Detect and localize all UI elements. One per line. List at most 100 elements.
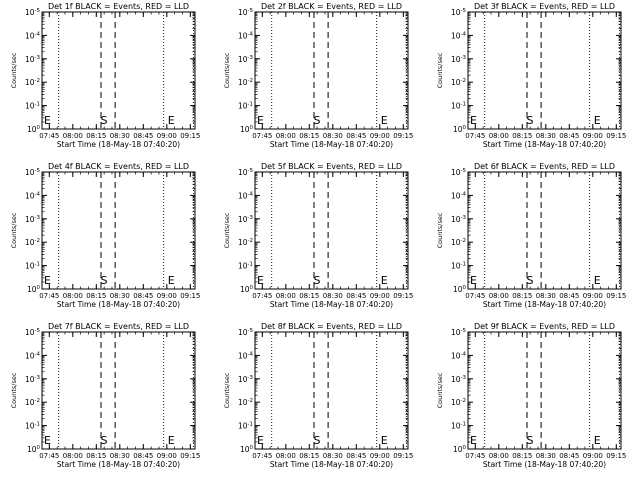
y-axis-label: Counts/sec [223,372,231,408]
x-tick-label: 09:00 [157,132,177,140]
y-tick-label: 10-1 [238,102,253,111]
y-tick-label: 10-1 [451,102,466,111]
x-tick-label: 07:45 [465,132,485,140]
x-tick-label: 08:45 [559,452,579,460]
x-tick-label: 08:15 [512,452,532,460]
panel-title: Det 1f BLACK = Events, RED = LLD [48,2,189,11]
x-tick-label: 08:15 [86,292,106,300]
y-axis-label: Counts/sec [436,212,444,248]
y-tick-label: 10-4 [238,191,254,200]
y-tick-label: 100 [27,445,41,454]
y-tick-label: 10-4 [25,351,41,360]
x-tick-label: 09:00 [157,452,177,460]
y-tick-label: 10-3 [25,215,41,224]
x-tick-label: 08:15 [299,132,319,140]
x-tick-label: 09:15 [606,292,626,300]
x-tick-label: 08:15 [512,132,532,140]
event-marker: E [470,274,477,287]
event-marker: S [313,274,320,287]
event-marker: S [313,434,320,447]
x-tick-label: 08:45 [346,452,366,460]
x-tick-label: 08:00 [276,452,296,460]
event-marker: E [257,274,264,287]
panel-title: Det 8f BLACK = Events, RED = LLD [261,322,402,331]
x-tick-label: 08:00 [489,452,509,460]
detector-panel-3: Det 3f BLACK = Events, RED = LLD 100 10-1 1… [436,2,626,149]
y-tick-label: 10-2 [451,78,466,87]
detector-panel-9: Det 9f BLACK = Events, RED = LLD 100 10-1 1… [436,322,626,469]
x-tick-label: 08:30 [110,132,130,140]
x-tick-label: 08:00 [276,292,296,300]
y-tick-label: 10-4 [451,31,467,40]
x-tick-label: 08:30 [536,292,556,300]
event-marker: E [168,434,175,447]
x-tick-label: 08:45 [346,132,366,140]
detector-panel-4: Det 4f BLACK = Events, RED = LLD 100 10-1 1… [10,162,200,309]
x-tick-label: 08:45 [559,132,579,140]
x-tick-label: 08:30 [323,452,343,460]
event-marker: E [470,114,477,127]
y-tick-label: 10-2 [25,78,40,87]
plot-frame [41,171,196,290]
x-tick-label: 07:45 [252,132,272,140]
y-tick-label: 100 [27,285,41,294]
event-marker: S [100,274,107,287]
event-marker: E [470,434,477,447]
y-tick-label: 10-2 [451,238,466,247]
event-marker: E [257,114,264,127]
y-tick-label: 10-5 [238,328,254,337]
event-marker: E [44,274,51,287]
x-tick-label: 08:15 [86,132,106,140]
event-marker: E [381,114,388,127]
y-tick-label: 10-1 [25,262,40,271]
y-tick-label: 10-2 [25,238,40,247]
y-tick-label: 10-1 [25,422,40,431]
y-tick-label: 10-1 [451,262,466,271]
y-tick-label: 10-5 [451,328,467,337]
event-marker: E [381,274,388,287]
x-tick-label: 08:15 [512,292,532,300]
y-tick-label: 10-5 [451,8,467,17]
x-tick-label: 08:30 [323,292,343,300]
detector-panel-8: Det 8f BLACK = Events, RED = LLD 100 10-1 1… [223,322,413,469]
panel-title: Det 6f BLACK = Events, RED = LLD [474,162,615,171]
event-marker: E [594,434,601,447]
y-tick-label: 10-1 [25,102,40,111]
y-tick-label: 100 [453,285,467,294]
x-tick-label: 09:15 [606,132,626,140]
x-tick-label: 08:30 [536,452,556,460]
y-tick-label: 10-5 [25,168,41,177]
y-axis-label: Counts/sec [223,52,231,88]
detector-panel-2: Det 2f BLACK = Events, RED = LLD 100 10-1 1… [223,2,413,149]
y-tick-label: 10-4 [25,191,41,200]
x-tick-label: 09:15 [393,132,413,140]
panel-title: Det 2f BLACK = Events, RED = LLD [261,2,402,11]
event-marker: E [168,274,175,287]
event-marker: S [526,274,533,287]
y-tick-label: 10-1 [451,422,466,431]
event-marker: S [100,434,107,447]
y-tick-label: 10-3 [238,375,254,384]
event-marker: E [257,434,264,447]
plot-frame [467,11,622,130]
panel-title: Det 9f BLACK = Events, RED = LLD [474,322,615,331]
y-axis-label: Counts/sec [10,372,18,408]
y-tick-label: 10-5 [25,328,41,337]
y-tick-label: 10-4 [25,31,41,40]
y-tick-label: 10-5 [238,8,254,17]
x-axis-label: Start Time (18-May-18 07:40:20) [270,460,393,469]
x-tick-label: 08:15 [299,292,319,300]
plot-frame [254,11,409,130]
plot-frame [467,331,622,450]
x-tick-label: 09:00 [583,452,603,460]
y-tick-label: 10-3 [25,375,41,384]
x-tick-label: 09:00 [583,132,603,140]
y-axis-label: Counts/sec [223,212,231,248]
event-marker: E [381,434,388,447]
y-tick-label: 10-4 [451,351,467,360]
x-tick-label: 08:00 [276,132,296,140]
y-tick-label: 10-2 [238,238,253,247]
y-tick-label: 10-3 [451,55,467,64]
x-tick-label: 08:15 [86,452,106,460]
y-tick-label: 10-5 [451,168,467,177]
